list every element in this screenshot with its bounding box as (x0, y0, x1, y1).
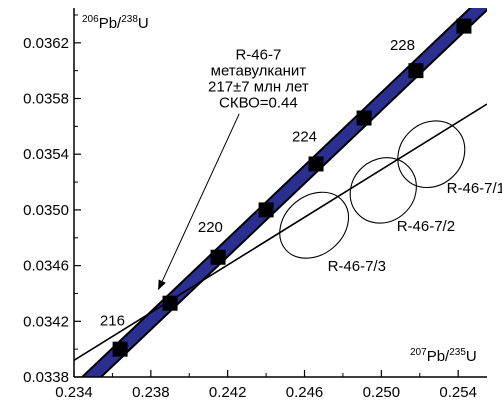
age-marker (258, 202, 274, 218)
age-marker (162, 295, 178, 311)
plot-area (74, 8, 487, 377)
y-tick-label: 0.0338 (23, 369, 69, 386)
annotation-line: 217±7 млн лет (208, 79, 309, 96)
ellipse-label: R-46-7/3 (328, 258, 386, 275)
x-tick-label: 0.254 (439, 384, 477, 401)
y-tick-label: 0.0350 (23, 202, 69, 219)
error-ellipse-3 (279, 191, 350, 259)
discordia-line (74, 103, 487, 361)
annotation-line: R-46-7 (235, 47, 281, 64)
y-tick-label: 0.0362 (23, 35, 69, 52)
annotation-arrow (158, 113, 240, 291)
ellipse-label: R-46-7/2 (397, 218, 455, 235)
x-axis-label: 207Pb/235U (410, 347, 477, 365)
age-label: 224 (292, 129, 317, 146)
y-tick-label: 0.0354 (23, 146, 69, 163)
x-tick-label: 0.250 (363, 384, 401, 401)
x-tick-label: 0.242 (209, 384, 247, 401)
y-axis-label: 206Pb/238U (82, 14, 149, 32)
x-tick-label: 0.238 (132, 384, 170, 401)
annotation-line: СКВО=0.44 (219, 95, 298, 112)
x-tick-label: 0.234 (55, 384, 93, 401)
age-label: 220 (198, 219, 223, 236)
age-marker (308, 156, 324, 172)
y-tick-label: 0.0358 (23, 91, 69, 108)
annotation-line: метавулканит (211, 63, 307, 80)
age-marker (456, 18, 472, 34)
age-marker (408, 63, 424, 79)
age-label: 228 (390, 37, 415, 54)
y-tick-label: 0.0342 (23, 313, 69, 330)
error-ellipse-1 (397, 120, 466, 189)
age-label: 216 (100, 312, 125, 329)
age-marker (356, 110, 372, 126)
x-tick-label: 0.246 (286, 384, 324, 401)
error-ellipse-2 (349, 157, 417, 224)
axes (73, 8, 487, 378)
labels-layer: 0.0338 0.0342 0.0346 0.0350 0.0354 0.0358 0.03… (23, 14, 502, 401)
age-marker (210, 249, 226, 265)
age-marker (112, 341, 128, 357)
ellipse-label: R-46-7/1 (447, 180, 502, 197)
y-tick-label: 0.0346 (23, 258, 69, 275)
